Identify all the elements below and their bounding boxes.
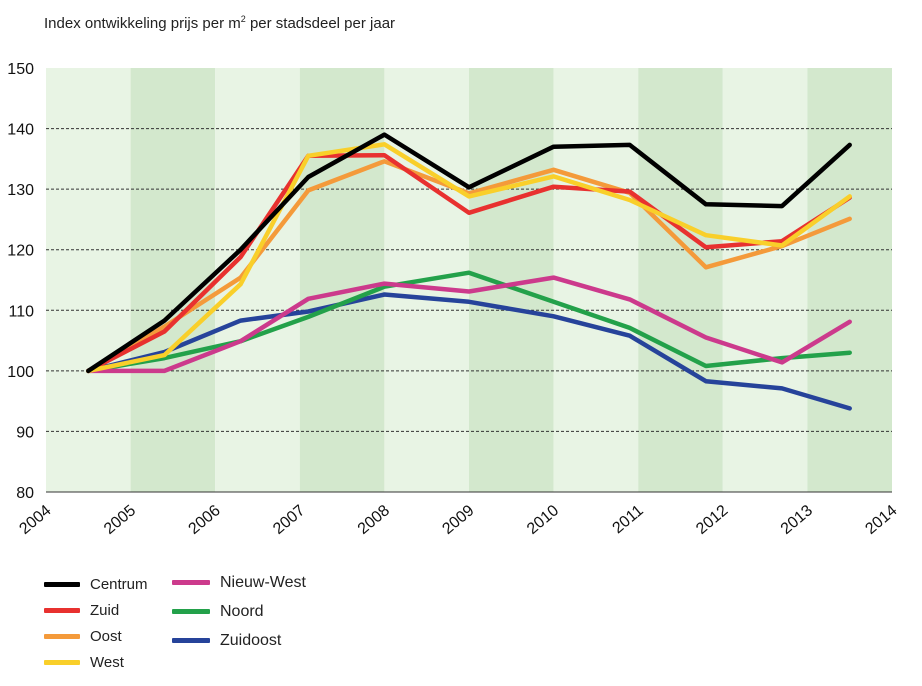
background-band: [638, 68, 723, 492]
chart-title-main: Index ontwikkeling prijs per m: [44, 15, 241, 32]
chart-title-rest: per stadsdeel per jaar: [245, 15, 396, 32]
x-tick-label: 2007: [270, 502, 308, 538]
x-tick-label: 2008: [355, 502, 393, 538]
background-band: [215, 68, 300, 492]
legend-column-2: Nieuw-West Noord Zuidoost: [172, 568, 306, 655]
x-tick-label: 2005: [101, 502, 139, 538]
y-tick-label: 150: [7, 61, 34, 78]
legend-swatch: [44, 581, 80, 587]
legend-swatch: [172, 638, 210, 643]
y-tick-label: 130: [7, 182, 34, 199]
legend-swatch: [172, 609, 210, 614]
x-tick-label: 2006: [186, 502, 224, 538]
legend-label: Oost: [90, 627, 122, 645]
y-tick-label: 100: [7, 364, 34, 381]
background-band: [722, 68, 808, 492]
legend-label: Zuid: [90, 601, 120, 619]
series-line-west: [86, 142, 852, 374]
series-line-centrum: [86, 132, 852, 374]
y-tick-label: 90: [16, 424, 34, 441]
legend-item-noord: Noord: [172, 597, 306, 626]
background-band: [807, 68, 892, 492]
legend-swatch: [44, 633, 80, 639]
legend-swatch: [44, 607, 80, 613]
y-tick-label: 110: [8, 303, 34, 320]
legend-item-west: West: [44, 649, 148, 675]
series-line-zuid: [86, 152, 852, 374]
series-line-nieuw-west: [86, 275, 852, 374]
background-band: [130, 68, 216, 492]
legend-label: Centrum: [90, 575, 148, 593]
legend-swatch: [44, 659, 80, 665]
series-line-noord: [86, 270, 852, 374]
background-bands: [46, 68, 892, 492]
legend-swatch: [172, 580, 210, 585]
x-tick-label: 2009: [439, 502, 477, 538]
y-tick-label: 120: [7, 243, 34, 260]
legend-item-zuidoost: Zuidoost: [172, 626, 306, 655]
x-tick-label: 2012: [693, 502, 731, 538]
x-tick-label: 2010: [524, 502, 562, 538]
legend-item-centrum: Centrum: [44, 571, 148, 597]
legend-item-oost: Oost: [44, 623, 148, 649]
background-band: [299, 68, 385, 492]
legend-label: Nieuw-West: [220, 573, 306, 591]
y-tick-label: 80: [16, 485, 34, 502]
x-tick-label: 2013: [778, 502, 816, 538]
y-tick-label: 140: [7, 122, 34, 139]
legend-label: Zuidoost: [220, 631, 282, 649]
chart-title: Index ontwikkeling prijs per m2 per stad…: [44, 14, 395, 32]
legend-column-1: Centrum Zuid Oost West: [44, 571, 148, 675]
background-band: [46, 68, 131, 492]
x-tick-label: 2014: [862, 502, 900, 538]
series-line-zuidoost: [86, 292, 852, 411]
series-line-oost: [86, 159, 852, 374]
legend-item-nieuw-west: Nieuw-West: [172, 568, 306, 597]
x-axis-ticks: 2004 2005 2006 2007 2008 2009 2010 2011 2012 2013…: [16, 502, 900, 538]
chart-title-sup: 2: [240, 14, 246, 24]
x-tick-label: 2011: [609, 502, 646, 537]
legend-label: West: [90, 653, 124, 671]
legend-item-zuid: Zuid: [44, 597, 148, 623]
legend-label: Noord: [220, 602, 264, 620]
y-axis-ticks: 80 90 100 110 120 130 140 150: [7, 61, 34, 502]
x-tick-label: 2004: [16, 502, 54, 538]
series-lines: [86, 132, 852, 411]
